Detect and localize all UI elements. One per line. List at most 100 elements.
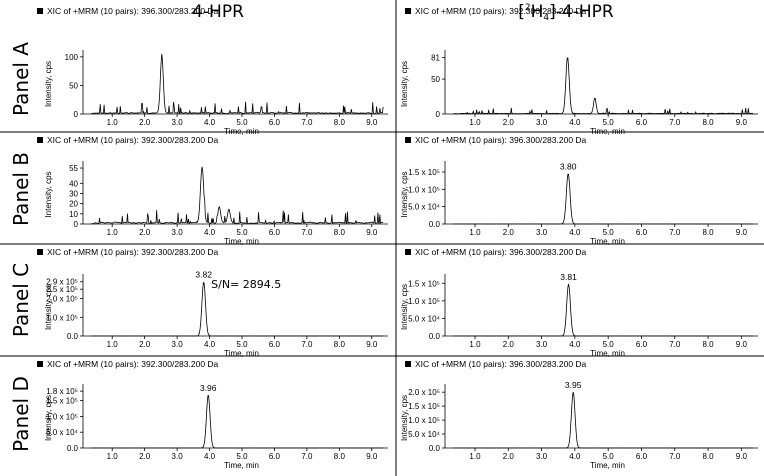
x-tick-label: 5.0 xyxy=(603,340,615,349)
legend-marker xyxy=(405,137,411,143)
y-tick-label: 0.0 xyxy=(429,444,441,453)
y-axis-title: Intensity, cps xyxy=(44,171,53,217)
row-label-a: Panel A xyxy=(9,42,33,116)
x-axis-title: Time, min xyxy=(224,237,259,246)
x-tick-label: 8.0 xyxy=(334,228,346,237)
x-tick-label: 8.0 xyxy=(334,118,346,127)
y-tick-label: 1.0 x 10⁵ xyxy=(408,185,440,194)
y-tick-label: 1.8 x 10⁵ xyxy=(46,387,78,396)
row-label-c: Panel C xyxy=(9,263,33,337)
x-tick-label: 6.0 xyxy=(269,118,281,127)
x-tick-label: 7.0 xyxy=(669,452,681,461)
chromatogram-trace xyxy=(91,282,384,337)
x-tick-label: 4.0 xyxy=(204,118,216,127)
y-tick-label: 0.0 xyxy=(67,332,79,341)
x-tick-label: 5.0 xyxy=(236,340,248,349)
x-tick-label: 3.0 xyxy=(536,228,548,237)
x-tick-label: 2.0 xyxy=(503,228,515,237)
chart-panel: XIC of +MRM (10 pairs): 392.300/283.200 … xyxy=(37,247,388,358)
x-tick-label: 3.0 xyxy=(172,452,184,461)
y-tick-label: 50 xyxy=(431,75,440,84)
y-axis-title: Intensity, cps xyxy=(400,61,409,107)
x-tick-label: 8.0 xyxy=(702,452,714,461)
x-tick-label: 4.0 xyxy=(204,452,216,461)
plot-area: XIC of +MRM (10 pairs): 396.300/283.200 … xyxy=(37,6,758,470)
y-tick-label: 5.0 x 10⁴ xyxy=(408,203,440,212)
x-tick-label: 9.0 xyxy=(736,228,748,237)
x-tick-label: 1.0 xyxy=(107,118,119,127)
xic-title: XIC of +MRM (10 pairs): 392.300/283.200 … xyxy=(47,135,219,145)
x-tick-label: 5.0 xyxy=(603,452,615,461)
y-tick-label: 10 xyxy=(69,210,78,219)
x-axis-title: Time, min xyxy=(590,349,625,358)
chromatogram-trace xyxy=(453,392,753,449)
y-tick-label: 5.0 x 10⁴ xyxy=(408,430,440,439)
x-axis-title: Time, min xyxy=(590,127,625,136)
x-tick-label: 6.0 xyxy=(269,452,281,461)
legend-marker xyxy=(405,361,411,367)
legend-marker xyxy=(405,249,411,255)
column-title-right-sup: 2 xyxy=(525,3,531,13)
y-axis-title: Intensity, cps xyxy=(44,284,53,330)
peak-retention-label: 3.80 xyxy=(560,161,577,171)
y-axis-title: Intensity, cps xyxy=(400,395,409,441)
y-tick-label: 1.0 x 10⁵ xyxy=(408,416,440,425)
x-axis-title: Time, min xyxy=(590,237,625,246)
y-tick-label: 81 xyxy=(431,53,440,62)
x-tick-label: 7.0 xyxy=(301,228,313,237)
x-tick-label: 5.0 xyxy=(236,118,248,127)
chart-panel: XIC of +MRM (10 pairs): 396.300/283.200 … xyxy=(400,359,758,470)
y-tick-label: 1.5 x 10⁵ xyxy=(408,279,440,288)
chart-panel: XIC of +MRM (10 pairs): 396.300/283.200 … xyxy=(37,6,388,136)
x-tick-label: 2.0 xyxy=(139,340,151,349)
x-tick-label: 7.0 xyxy=(301,118,313,127)
row-label-b: Panel B xyxy=(9,152,33,226)
x-tick-label: 3.0 xyxy=(172,340,184,349)
legend-marker xyxy=(37,137,43,143)
y-tick-label: 0 xyxy=(436,110,441,119)
x-tick-label: 7.0 xyxy=(669,340,681,349)
x-tick-label: 1.0 xyxy=(469,340,481,349)
x-tick-label: 3.0 xyxy=(536,452,548,461)
x-tick-label: 8.0 xyxy=(702,340,714,349)
xic-title: XIC of +MRM (10 pairs): 392.300/283.200 … xyxy=(47,359,219,369)
x-tick-label: 9.0 xyxy=(366,340,378,349)
y-tick-label: 50 xyxy=(69,81,78,90)
x-tick-label: 9.0 xyxy=(736,452,748,461)
y-tick-label: 1.0 x 10⁵ xyxy=(46,412,78,421)
peak-retention-label: 3.81 xyxy=(560,272,577,282)
x-tick-label: 5.0 xyxy=(603,118,615,127)
x-tick-label: 1.0 xyxy=(469,452,481,461)
x-tick-label: 6.0 xyxy=(269,228,281,237)
x-tick-label: 1.0 xyxy=(107,228,119,237)
x-tick-label: 1.0 xyxy=(107,340,119,349)
x-tick-label: 3.0 xyxy=(172,228,184,237)
y-tick-label: 2.5 x 10⁵ xyxy=(46,285,78,294)
x-tick-label: 7.0 xyxy=(301,452,313,461)
x-tick-label: 1.0 xyxy=(469,228,481,237)
x-tick-label: 9.0 xyxy=(366,452,378,461)
legend-marker xyxy=(405,8,411,14)
xic-title: XIC of +MRM (10 pairs): 396.300/283.200 … xyxy=(415,135,587,145)
y-tick-label: 0.0 xyxy=(67,444,79,453)
y-tick-label: 1.5 x 10⁵ xyxy=(46,397,78,406)
x-tick-label: 4.0 xyxy=(569,228,581,237)
y-axis-title: Intensity, cps xyxy=(44,395,53,441)
chromatogram-trace xyxy=(453,57,754,115)
x-tick-label: 9.0 xyxy=(736,340,748,349)
y-tick-label: 40 xyxy=(69,179,78,188)
signal-to-noise-annotation: S/N= 2894.5 xyxy=(211,278,281,291)
y-tick-label: 0.0 xyxy=(429,220,441,229)
y-tick-label: 2.0 x 10⁵ xyxy=(408,388,440,397)
peak-retention-label: 3.95 xyxy=(565,380,582,390)
y-tick-label: 0 xyxy=(74,220,79,229)
y-tick-label: 1.0 x 10⁵ xyxy=(408,297,440,306)
chart-panel: XIC of +MRM (10 pairs): 396.300/283.200 … xyxy=(400,135,758,246)
x-tick-label: 4.0 xyxy=(204,228,216,237)
x-tick-label: 2.0 xyxy=(503,118,515,127)
x-tick-label: 6.0 xyxy=(269,340,281,349)
x-tick-label: 4.0 xyxy=(204,340,216,349)
column-title-right: [2H4]-4-HPR xyxy=(518,2,614,23)
